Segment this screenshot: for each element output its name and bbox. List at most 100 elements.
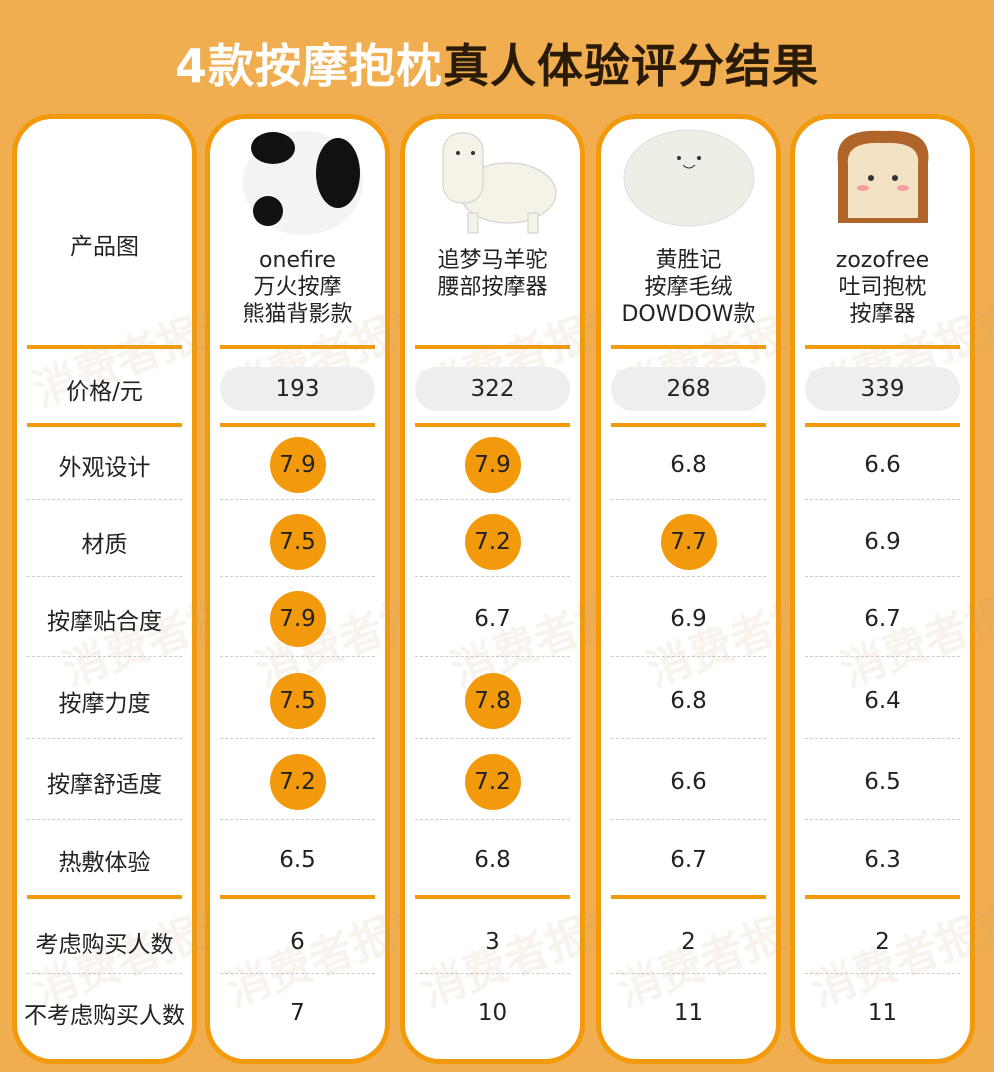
score-cell: 7.9: [210, 430, 385, 500]
score-value: 6.8: [474, 847, 511, 873]
row-label: 按摩贴合度: [47, 609, 162, 635]
product-name: 追梦马羊驼 腰部按摩器: [405, 247, 580, 301]
dashed-divider: [220, 576, 375, 577]
score-cell: 6.8: [601, 430, 776, 500]
row-label: 按摩舒适度: [47, 772, 162, 798]
score-value: 6.7: [864, 606, 901, 632]
product-name-line: 吐司抱枕: [838, 275, 927, 300]
toast-pillow-illustration: [837, 130, 928, 223]
price-value: 322: [415, 367, 570, 411]
score-value: 6.5: [864, 769, 901, 795]
score-value: 6.8: [670, 452, 707, 478]
product-image-alpaca-pillow: [428, 123, 558, 247]
score-cell: 6.6: [601, 747, 776, 817]
score-value-highlighted: 7.5: [269, 514, 326, 570]
product-name-line: 按摩毛绒: [644, 275, 733, 300]
score-cell: 6.7: [795, 584, 970, 654]
row-label: 热敷体验: [58, 850, 151, 876]
score-cell: 7.5: [210, 507, 385, 577]
dashed-divider: [611, 819, 766, 820]
page-title: 4款按摩抱枕真人体验评分结果: [174, 39, 819, 93]
dashed-divider: [805, 819, 960, 820]
row-label: 考虑购买人数: [35, 932, 174, 958]
divider: [415, 345, 570, 349]
score-cell: 7.5: [210, 666, 385, 736]
score-cell: 6.5: [210, 825, 385, 895]
score-value-highlighted: 7.9: [464, 437, 521, 493]
score-cell: 6.7: [405, 584, 580, 654]
score-value-highlighted: 7.9: [269, 437, 326, 493]
product-column: 消费者报道 消费者报道 消费者报道 onefire 万火按摩 熊猫背影款 193 7.9 7.5…: [205, 114, 474, 1064]
product-name-line: 腰部按摩器: [437, 275, 548, 300]
dashed-divider: [220, 819, 375, 820]
product-image-toast-pillow: [813, 123, 953, 237]
row-label: 不考虑购买人数: [24, 1003, 185, 1029]
score-value: 6.9: [670, 606, 707, 632]
score-value-highlighted: 7.2: [464, 754, 521, 810]
consider-count: 3: [485, 929, 500, 955]
product-name-line: onefire: [259, 248, 336, 273]
product-name-line: 追梦马羊驼: [437, 248, 548, 273]
product-name: 黄胜记 按摩毛绒 DOWDOW款: [601, 247, 776, 328]
dashed-divider: [611, 576, 766, 577]
score-cell: 6.3: [795, 825, 970, 895]
not-consider-count: 11: [673, 1000, 704, 1026]
product-image-panda-pillow: [228, 123, 368, 247]
product-column: 消费者报道 消费者报道 消费者报道 追梦马羊驼 腰部按摩器 322 7.9 7.2 6.7 7.8…: [400, 114, 669, 1064]
dashed-divider: [220, 973, 375, 974]
score-cell: 7.9: [405, 430, 580, 500]
score-value: 6.7: [670, 847, 707, 873]
score-value-highlighted: 7.2: [464, 514, 521, 570]
divider: [220, 423, 375, 427]
dashed-divider: [415, 576, 570, 577]
divider: [415, 895, 570, 899]
divider: [805, 423, 960, 427]
dashed-divider: [611, 738, 766, 739]
score-value: 6.4: [864, 688, 901, 714]
divider: [611, 423, 766, 427]
dashed-divider: [27, 973, 182, 974]
divider: [27, 345, 182, 349]
row-label: 按摩力度: [58, 691, 151, 717]
score-cell: 7.2: [405, 507, 580, 577]
panda-pillow-illustration: [242, 131, 363, 235]
consider-count: 2: [681, 929, 696, 955]
score-value: 6.3: [864, 847, 901, 873]
score-cell: 7.2: [210, 747, 385, 817]
score-value: 6.7: [474, 606, 511, 632]
price-cell: 193: [210, 367, 385, 411]
not-consider-count: 7: [290, 1000, 305, 1026]
price-value: 339: [805, 367, 960, 411]
product-column: 消费者报道 消费者报道 消费者报道 黄胜记 按摩毛绒 DOWDOW款 268 6.8 7.7 6.…: [596, 114, 865, 1064]
score-value-highlighted: 7.2: [269, 754, 326, 810]
score-value: 6.9: [864, 529, 901, 555]
dashed-divider: [415, 819, 570, 820]
divider: [220, 895, 375, 899]
dashed-divider: [220, 738, 375, 739]
divider: [220, 345, 375, 349]
dashed-divider: [415, 499, 570, 500]
dashed-divider: [611, 499, 766, 500]
divider: [27, 895, 182, 899]
score-cell: 6.9: [795, 507, 970, 577]
dashed-divider: [415, 738, 570, 739]
score-cell: 6.9: [601, 584, 776, 654]
consider-count: 6: [290, 929, 305, 955]
dashed-divider: [415, 656, 570, 657]
dashed-divider: [805, 738, 960, 739]
price-cell: 268: [601, 367, 776, 411]
divider: [805, 895, 960, 899]
product-name-line: 黄胜记: [655, 248, 722, 273]
price-cell: 322: [405, 367, 580, 411]
divider: [611, 895, 766, 899]
row-label: 产品图: [70, 234, 139, 260]
dashed-divider: [805, 499, 960, 500]
product-name: onefire 万火按摩 熊猫背影款: [210, 247, 385, 328]
product-name-line: 按摩器: [849, 302, 916, 327]
label-column: 消费者报道 消费者报道 消费者报道 产品图 价格/元 外观设计 材质 按摩贴合度 按摩力度 按摩舒…: [12, 114, 281, 1064]
dashed-divider: [27, 819, 182, 820]
row-label: 材质: [81, 532, 128, 558]
score-value: 6.8: [670, 688, 707, 714]
dashed-divider: [27, 499, 182, 500]
product-image-white-blob-pillow: [619, 123, 759, 237]
